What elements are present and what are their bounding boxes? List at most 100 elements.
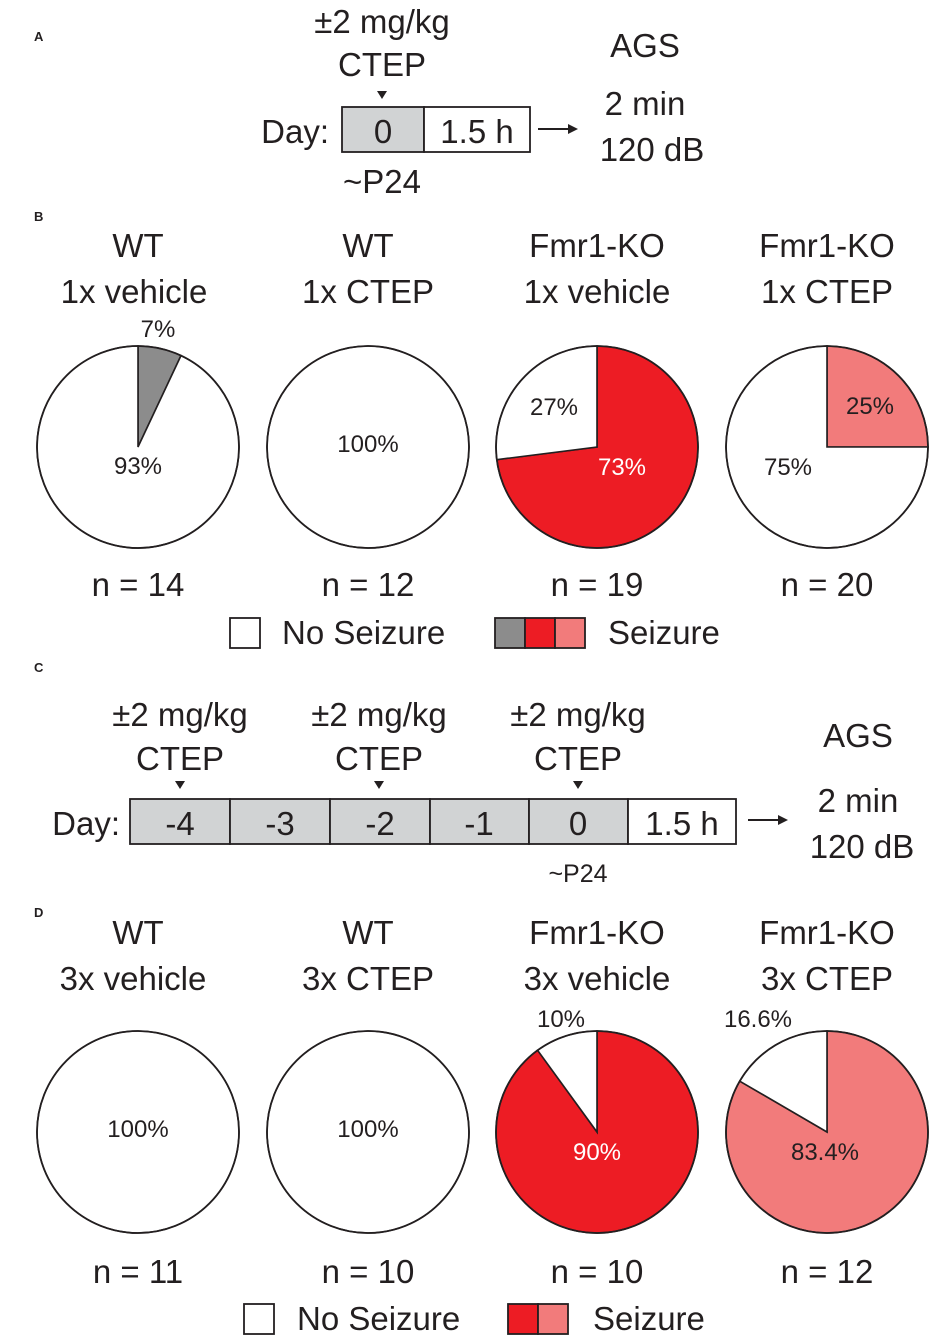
timeline-cell-label: 1.5 h	[440, 113, 513, 150]
n-label: n = 10	[322, 1253, 415, 1290]
slice-label-no-seizure: 10%	[537, 1006, 585, 1033]
pie-group-d-2: WT 3x CTEP 100% n = 10	[266, 914, 470, 1290]
treatment-label: 1x vehicle	[524, 273, 671, 310]
pie-outline	[266, 1030, 470, 1234]
panel-label-d: D	[34, 905, 43, 920]
timeline-cell-label: 0	[374, 113, 392, 150]
slice-label-no-seizure: 100%	[337, 431, 398, 458]
pie-outline	[36, 1030, 240, 1234]
pie-chart	[36, 1030, 240, 1234]
panel-b: B WT 1x vehicle 7% 93% n = 14 WT 1x CTEP…	[34, 209, 929, 651]
timeline-cell-label: -3	[265, 805, 294, 842]
treatment-label: 3x vehicle	[60, 960, 207, 997]
pie-chart	[495, 1030, 699, 1234]
genotype-label: Fmr1-KO	[759, 227, 895, 264]
treatment-label: 3x CTEP	[302, 960, 434, 997]
slice-label-seizure: 83.4%	[791, 1139, 859, 1166]
treatment-label: 3x vehicle	[524, 960, 671, 997]
genotype-label: Fmr1-KO	[759, 914, 895, 951]
dose-marker-icon	[374, 781, 384, 789]
dose-label: ±2 mg/kg	[510, 696, 646, 733]
pie-chart	[725, 345, 929, 549]
dose-marker-icon	[573, 781, 583, 789]
age-label: ~P24	[548, 860, 607, 888]
pie-outline	[36, 345, 240, 549]
n-label: n = 10	[551, 1253, 644, 1290]
panel-label-a: A	[34, 29, 44, 44]
genotype-label: WT	[112, 227, 163, 264]
timeline-cell-label: -4	[165, 805, 194, 842]
pie-group-b-4: Fmr1-KO 1x CTEP 25% 75% n = 20	[725, 227, 929, 603]
slice-label-no-seizure: 27%	[530, 394, 578, 421]
pie-outline	[495, 1030, 699, 1234]
slice-label-no-seizure: 93%	[114, 453, 162, 480]
legend-d: No Seizure Seizure	[243, 1300, 705, 1337]
pie-group-d-4: Fmr1-KO 3x CTEP 83.4% 16.6% n = 12	[724, 914, 929, 1290]
drug-label: CTEP	[338, 46, 426, 83]
pie-chart	[36, 345, 240, 549]
pie-slice-no-seizure	[36, 345, 240, 549]
dose-label: ±2 mg/kg	[112, 696, 248, 733]
outcome-duration: 2 min	[605, 85, 686, 122]
dose-marker-icon	[377, 91, 387, 99]
pie-group-b-3: Fmr1-KO 1x vehicle 73% 27% n = 19	[495, 227, 699, 603]
n-label: n = 19	[551, 566, 644, 603]
panel-a: A ±2 mg/kg CTEP Day: 0 1.5 h ~P24 AGS 2 …	[34, 3, 704, 200]
legend-swatch-no-seizure	[243, 1303, 275, 1335]
treatment-label: 1x vehicle	[61, 273, 208, 310]
timeline-cell-day	[329, 798, 431, 845]
timeline-cell-day	[129, 798, 231, 845]
panel-label-b: B	[34, 209, 43, 224]
legend-label-seizure: Seizure	[593, 1300, 705, 1337]
legend-swatch-pink	[537, 1303, 569, 1335]
pie-group-d-3: Fmr1-KO 3x vehicle 90% 10% n = 10	[495, 914, 699, 1290]
timeline-cell-day	[429, 798, 530, 845]
pie-outline	[266, 345, 470, 549]
slice-label-no-seizure: 16.6%	[724, 1006, 792, 1033]
pie-chart	[725, 1030, 929, 1234]
n-label: n = 14	[92, 566, 185, 603]
n-label: n = 20	[781, 566, 874, 603]
timeline-cell-wait	[627, 798, 737, 845]
pie-outline	[495, 345, 699, 549]
genotype-label: Fmr1-KO	[529, 914, 665, 951]
timeline-cell-label: 1.5 h	[645, 805, 718, 842]
legend-swatch-grey	[494, 617, 526, 649]
treatment-label: 1x CTEP	[761, 273, 893, 310]
n-label: n = 12	[781, 1253, 874, 1290]
pie-group-b-2: WT 1x CTEP 100% n = 12	[266, 227, 470, 603]
genotype-label: Fmr1-KO	[529, 227, 665, 264]
pie-chart	[266, 345, 470, 549]
genotype-label: WT	[112, 914, 163, 951]
drug-label: CTEP	[534, 740, 622, 777]
pie-chart	[266, 1030, 470, 1234]
pie-group-d-1: WT 3x vehicle 100% n = 11	[36, 914, 240, 1290]
panel-label-c: C	[34, 660, 44, 675]
day-label: Day:	[52, 805, 120, 842]
slice-label-seizure: 73%	[598, 454, 646, 481]
treatment-label: 3x CTEP	[761, 960, 893, 997]
timeline-cell-label: -2	[365, 805, 394, 842]
day-label: Day:	[261, 113, 329, 150]
legend-swatch-no-seizure	[229, 617, 261, 649]
legend-label-no-seizure: No Seizure	[282, 614, 445, 651]
dose-label: ±2 mg/kg	[314, 3, 450, 40]
n-label: n = 11	[93, 1253, 183, 1290]
pie-chart	[495, 345, 699, 549]
slice-label-seizure: 7%	[141, 316, 176, 343]
pie-group-b-1: WT 1x vehicle 7% 93% n = 14	[36, 227, 240, 603]
treatment-label: 1x CTEP	[302, 273, 434, 310]
timeline-cell-wait	[423, 106, 531, 153]
n-label: n = 12	[322, 566, 415, 603]
slice-label-no-seizure: 100%	[337, 1116, 398, 1143]
slice-label-no-seizure: 100%	[107, 1116, 168, 1143]
legend-b: No Seizure Seizure	[229, 614, 720, 651]
slice-label-seizure: 25%	[846, 393, 894, 420]
timeline-cell-day	[229, 798, 331, 845]
timeline-cell-label: 0	[569, 805, 587, 842]
outcome-title: AGS	[610, 27, 680, 64]
drug-label: CTEP	[136, 740, 224, 777]
pie-outline	[725, 345, 929, 549]
legend-label-no-seizure: No Seizure	[297, 1300, 460, 1337]
